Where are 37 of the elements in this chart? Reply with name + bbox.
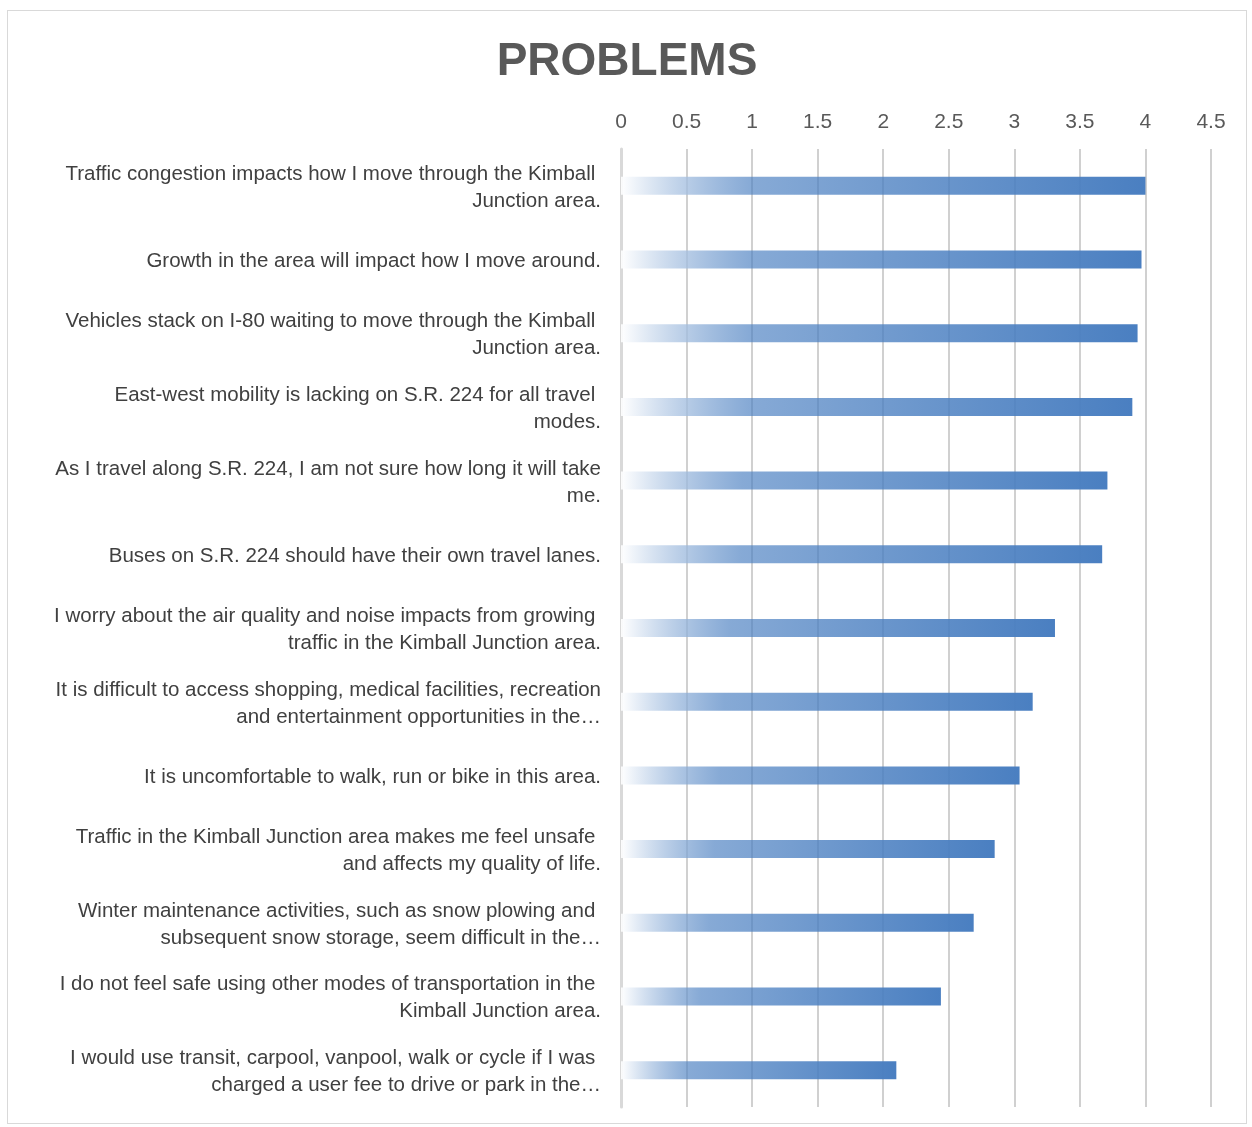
bar bbox=[621, 913, 974, 932]
y-tick-label: Traffic in the Kimball Junction area makes me feel unsafe and affects my quality of life. bbox=[75, 824, 601, 875]
y-tick-label: I do not feel safe using other modes of transportation in the Kimball Junction area. bbox=[59, 971, 601, 1022]
bar bbox=[621, 545, 1103, 564]
y-tick-label: Traffic congestion impacts how I move through the Kimball Junction area. bbox=[65, 160, 601, 211]
x-tick-label: 2 bbox=[877, 109, 890, 132]
x-tick-label: 3 bbox=[1008, 109, 1021, 132]
y-tick-label: Buses on S.R. 224 should have their own travel lanes. bbox=[108, 542, 601, 566]
y-tick-label: Vehicles stack on I-80 waiting to move through the Kimball Junction area. bbox=[65, 308, 601, 359]
y-tick-label: I worry about the air quality and noise impacts from growing traffic in the Kimball Junction area. bbox=[54, 603, 601, 653]
bar bbox=[621, 250, 1142, 269]
bar bbox=[621, 692, 1033, 711]
x-tick-label: 0 bbox=[615, 109, 627, 132]
x-tick-label: 2.5 bbox=[934, 109, 964, 132]
x-tick-label: 4 bbox=[1139, 109, 1152, 132]
bar bbox=[621, 397, 1133, 416]
y-tick-label: I would use transit, carpool, vanpool, walk or cycle if I was charged a user fee to drive or park in the… bbox=[70, 1045, 601, 1096]
bar bbox=[621, 619, 1055, 637]
bar bbox=[621, 840, 995, 859]
y-tick-label: East-west mobility is lacking on S.R. 224 for all travel modes. bbox=[114, 381, 601, 432]
x-tick-label: 3.5 bbox=[1065, 109, 1095, 132]
bar bbox=[621, 176, 1146, 195]
x-tick-label: 0.5 bbox=[671, 109, 702, 132]
y-tick-label: Winter maintenance activities, such as snow plowing and subsequent snow storage, seem difficult in the… bbox=[77, 897, 601, 948]
bar bbox=[621, 471, 1108, 490]
x-tick-label: 1 bbox=[746, 109, 758, 132]
x-tick-label: 1.5 bbox=[803, 109, 833, 132]
bar bbox=[621, 766, 1020, 785]
y-tick-label: It is uncomfortable to walk, run or bike in this area. bbox=[144, 763, 601, 787]
y-tick-label: It is difficult to access shopping, medical facilities, recreation and entertainment opportunities in the… bbox=[55, 676, 601, 727]
x-tick-label: 4.5 bbox=[1196, 109, 1226, 132]
y-tick-label: As I travel along S.R. 224, I am not sure how long it will take me. bbox=[55, 455, 601, 506]
bar bbox=[621, 1061, 897, 1080]
chart-title: PROBLEMS bbox=[496, 33, 758, 85]
bar bbox=[621, 987, 941, 1006]
bar bbox=[621, 324, 1138, 343]
y-tick-label: Growth in the area will impact how I move around. bbox=[146, 248, 601, 272]
